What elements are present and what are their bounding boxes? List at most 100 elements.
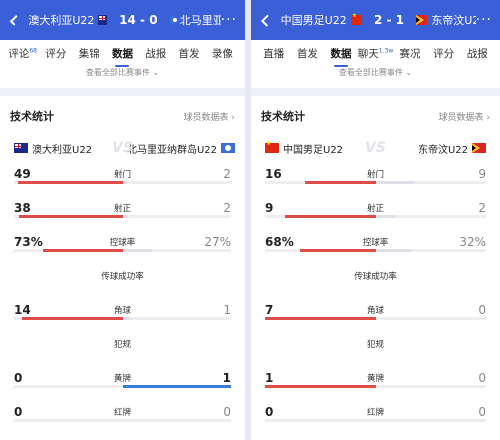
bar-fill-right xyxy=(375,215,396,218)
stat-right-value: 9 xyxy=(478,167,486,181)
bar-track-right xyxy=(122,215,231,218)
stat-row: 0 红牌 0 xyxy=(261,402,490,436)
back-arrow-icon[interactable] xyxy=(260,14,273,26)
stat-right-value: 2 xyxy=(223,201,231,215)
bar-track-right xyxy=(375,215,486,218)
stat-label: 角球 xyxy=(366,306,384,316)
stat-bar xyxy=(265,249,486,252)
stat-label: 射门 xyxy=(366,170,384,180)
bar-track-right xyxy=(122,249,231,252)
tech-stats-card: 技术统计 球员数据表 › 澳大利亚U22 VS 北马里亚纳群岛U22 49 射门 2… xyxy=(0,96,245,440)
bar-track-right xyxy=(122,317,231,320)
bar-fill-right xyxy=(375,249,411,252)
bar-track-right xyxy=(122,181,231,184)
tab-live[interactable]: 直播 xyxy=(263,47,285,60)
more-options-icon[interactable]: ··· xyxy=(475,12,493,28)
bar-fill-left xyxy=(300,249,376,252)
stat-right-value: 2 xyxy=(223,167,231,181)
tab-report[interactable]: 战报 xyxy=(145,47,167,60)
stat-row: 1 黄牌 0 xyxy=(261,368,490,402)
stat-right-value: 27% xyxy=(204,235,231,249)
stat-right-value: 2 xyxy=(478,201,486,215)
match-score: 2 - 1 xyxy=(373,13,405,27)
tab-ratings[interactable]: 评分 xyxy=(433,47,455,60)
bar-track-left xyxy=(14,419,123,422)
stat-left-value: 0 xyxy=(265,405,274,419)
stat-row: 16 射门 9 xyxy=(261,164,490,198)
stat-row: 9 射正 2 xyxy=(261,198,490,232)
tab-stats[interactable]: 数据 xyxy=(106,46,139,67)
stat-label: 控球率 xyxy=(362,238,389,248)
tab-lineup[interactable]: 首发 xyxy=(178,47,200,60)
tab-chat[interactable]: 聊天1.3w xyxy=(357,47,394,60)
stat-right-value: 0 xyxy=(223,405,231,419)
stat-row: 14 角球 1 xyxy=(10,300,235,334)
back-arrow-icon[interactable] xyxy=(9,14,21,26)
all-events-link[interactable]: 查看全部比赛事件 ⌄ xyxy=(0,66,245,88)
timor-leste-flag-icon xyxy=(472,143,486,153)
stat-row: 7 角球 0 xyxy=(261,300,490,334)
stats-list: 49 射门 2 38 射正 2 73% 控球率 27% 传球成功率 14 角球 1 犯规 0 黄牌 1 0 红牌 0 xyxy=(10,164,235,436)
stat-left-value: 16 xyxy=(265,167,282,181)
stat-bar xyxy=(14,249,231,252)
vs-mark: VS xyxy=(112,140,133,156)
tab-report[interactable]: 战报 xyxy=(466,47,488,60)
stat-right-value: 0 xyxy=(478,405,486,419)
team-a-label: 澳大利亚U22 xyxy=(32,144,93,156)
bar-fill-left xyxy=(304,181,376,184)
stat-row: 0 红牌 0 xyxy=(10,402,235,436)
stat-label: 黄牌 xyxy=(113,374,131,384)
tab-bar: 直播 首发 数据 聊天1.3w 赛况 评分 战报 xyxy=(251,40,500,67)
bar-fill-right xyxy=(122,215,128,218)
stat-left-value: 68% xyxy=(265,235,294,249)
stat-row: 49 射门 2 xyxy=(10,164,235,198)
australia-flag-icon xyxy=(14,143,28,153)
stat-left-value: 0 xyxy=(14,371,23,385)
stat-label: 红牌 xyxy=(113,408,131,418)
stat-right-value: 0 xyxy=(478,371,486,385)
more-options-icon[interactable]: ··· xyxy=(220,12,237,28)
vs-mark: VS xyxy=(365,140,386,156)
stat-right-value: 1 xyxy=(223,303,231,317)
china-flag-icon xyxy=(265,140,279,153)
team-a-label: 中国男足U22 xyxy=(283,144,344,156)
teams-row: 澳大利亚U22 VS 北马里亚纳群岛U22 xyxy=(10,132,235,164)
tab-lineup[interactable]: 首发 xyxy=(296,47,318,60)
tech-stats-card: 技术统计 球员数据表 › 中国男足U22 VS 东帝汶U22 16 射门 9 9 射正 2… xyxy=(251,96,500,440)
team-b-label: 北马里亚纳群岛U22 xyxy=(126,144,217,156)
match-header: 中国男足U22 2 - 1 东帝汶U22 ··· xyxy=(251,0,500,40)
tab-bar: 评论68 评分 集锦 数据 战报 首发 录像 xyxy=(0,40,245,67)
stat-label: 传球成功率 xyxy=(101,272,144,282)
stat-bar xyxy=(14,419,231,422)
australia-flag-icon xyxy=(98,15,108,25)
stat-left-value: 0 xyxy=(14,405,23,419)
tab-ratings[interactable]: 评分 xyxy=(45,47,67,60)
timor-leste-flag-icon xyxy=(416,15,428,25)
match-header: 澳大利亚U22 14 - 0 北马里亚纳... ··· xyxy=(0,0,245,40)
team-a-name: 澳大利亚U22 xyxy=(28,14,95,27)
stat-right-value: 32% xyxy=(459,235,486,249)
player-stats-link[interactable]: 球员数据表 › xyxy=(438,112,490,123)
all-events-link[interactable]: 查看全部比赛事件 ⌄ xyxy=(251,66,500,88)
bar-fill-left xyxy=(265,317,376,320)
stat-left-value: 49 xyxy=(14,167,31,181)
tab-highlights[interactable]: 集锦 xyxy=(78,47,100,60)
bar-fill-left xyxy=(18,181,123,184)
stat-right-value: 0 xyxy=(478,303,486,317)
stat-label: 犯规 xyxy=(366,340,384,350)
player-stats-link[interactable]: 球员数据表 › xyxy=(183,112,235,123)
tab-replay[interactable]: 录像 xyxy=(211,47,233,60)
stat-row: 38 射正 2 xyxy=(10,198,235,232)
team-a-name: 中国男足U22 xyxy=(280,14,347,27)
divider xyxy=(0,88,245,96)
stat-bar xyxy=(14,317,231,320)
bar-track-right xyxy=(375,385,486,388)
tab-stats[interactable]: 数据 xyxy=(324,46,358,67)
tab-comments[interactable]: 评论68 xyxy=(8,47,37,60)
northern-mariana-flag-icon xyxy=(169,15,177,25)
bar-fill-right xyxy=(122,385,231,388)
stat-left-value: 7 xyxy=(265,303,274,317)
tab-match-status[interactable]: 赛况 xyxy=(399,47,421,60)
stat-bar xyxy=(14,181,231,184)
bar-fill-left xyxy=(21,317,123,320)
